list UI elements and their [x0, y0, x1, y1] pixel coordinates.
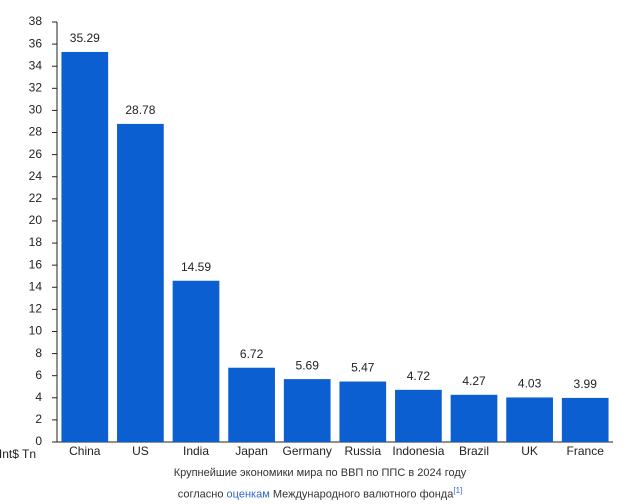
- y-tick-label: 0: [35, 434, 42, 448]
- value-label: 5.69: [296, 358, 320, 372]
- x-tick-label: China: [69, 444, 101, 458]
- y-tick-label: 2: [35, 412, 42, 426]
- bar: [283, 379, 331, 442]
- x-tick-label: UK: [521, 444, 538, 458]
- value-label: 28.78: [125, 103, 155, 117]
- bar: [395, 389, 442, 442]
- y-tick-label: 14: [29, 279, 43, 293]
- y-tick-label: 6: [35, 368, 42, 382]
- value-label: 3.99: [574, 377, 598, 391]
- value-label: 4.27: [462, 374, 486, 388]
- reference[interactable]: [1]: [453, 486, 463, 495]
- x-tick-label: Japan: [235, 444, 268, 458]
- x-tick-label: France: [567, 444, 605, 458]
- x-tick-label: Russia: [344, 444, 381, 458]
- y-tick-label: 38: [29, 14, 43, 28]
- value-label: 5.47: [351, 361, 375, 375]
- caption-line: согласно оценкам Международного валютног…: [0, 482, 640, 504]
- y-tick-label: 34: [29, 58, 43, 72]
- y-tick-label: 22: [29, 191, 43, 205]
- value-label: 14.59: [181, 260, 211, 274]
- caption-text: согласно: [177, 488, 224, 501]
- y-tick-label: 30: [29, 103, 43, 117]
- chart: Int$ Tn 02468101214161820222426283032343…: [0, 14, 613, 461]
- y-tick-label: 36: [29, 36, 43, 50]
- value-label: 4.03: [518, 377, 542, 391]
- y-axis-label: Int$ Tn: [0, 447, 36, 461]
- bar: [172, 280, 220, 442]
- bar: [561, 397, 609, 442]
- value-label: 6.72: [240, 347, 264, 361]
- y-tick-label: 18: [29, 235, 43, 249]
- x-tick-label: Indonesia: [392, 444, 444, 458]
- bar: [339, 381, 387, 442]
- y-tick-label: 32: [29, 80, 43, 94]
- y-tick-label: 10: [29, 324, 43, 338]
- bar: [61, 51, 109, 442]
- y-tick-label: 28: [29, 125, 43, 139]
- caption-text: Международного валютного фонда: [272, 488, 454, 501]
- caption: Крупнейшие экономики мира по ВВП по ППС …: [0, 464, 640, 504]
- y-tick-label: 4: [35, 390, 42, 404]
- y-tick-label: 16: [29, 257, 43, 271]
- x-tick-label: India: [183, 444, 209, 458]
- x-tick-label: Brazil: [459, 444, 489, 458]
- caption-link[interactable]: оценкам: [226, 488, 270, 501]
- bar: [450, 394, 498, 442]
- y-tick-label: 8: [35, 346, 42, 360]
- y-tick-label: 20: [29, 213, 43, 227]
- x-tick-label: US: [132, 444, 149, 458]
- y-tick-label: 24: [29, 169, 43, 183]
- value-label: 35.29: [70, 31, 100, 45]
- bar: [228, 367, 275, 442]
- bar: [117, 123, 164, 442]
- value-label: 4.72: [407, 369, 431, 383]
- y-tick-label: 12: [29, 302, 43, 316]
- caption-line: Крупнейшие экономики мира по ВВП по ППС …: [173, 467, 467, 479]
- bar: [506, 397, 553, 442]
- x-tick-label: Germany: [283, 444, 332, 458]
- y-tick-label: 26: [29, 147, 43, 161]
